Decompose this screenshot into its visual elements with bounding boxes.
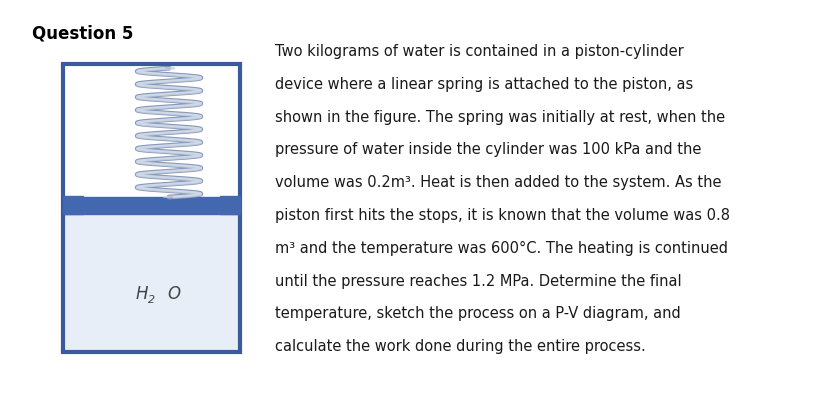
Text: calculate the work done during the entire process.: calculate the work done during the entir…: [275, 339, 645, 354]
Text: pressure of water inside the cylinder was 100 kPa and the: pressure of water inside the cylinder wa…: [275, 142, 700, 157]
Bar: [63, 214, 239, 352]
Text: shown in the figure. The spring was initially at rest, when the: shown in the figure. The spring was init…: [275, 110, 724, 125]
Bar: [63, 64, 239, 352]
Text: O: O: [167, 285, 180, 303]
Text: volume was 0.2m³. Heat is then added to the system. As the: volume was 0.2m³. Heat is then added to …: [275, 175, 720, 190]
Text: Question 5: Question 5: [31, 24, 133, 42]
Text: piston first hits the stops, it is known that the volume was 0.8: piston first hits the stops, it is known…: [275, 208, 729, 223]
Text: device where a linear spring is attached to the piston, as: device where a linear spring is attached…: [275, 77, 692, 92]
Text: until the pressure reaches 1.2 MPa. Determine the final: until the pressure reaches 1.2 MPa. Dete…: [275, 273, 681, 288]
Bar: [63, 64, 239, 197]
Text: temperature, sketch the process on a P-V diagram, and: temperature, sketch the process on a P-V…: [275, 306, 680, 322]
Bar: [220, 196, 239, 214]
Text: m³ and the temperature was 600°C. The heating is continued: m³ and the temperature was 600°C. The he…: [275, 241, 727, 256]
Text: Two kilograms of water is contained in a piston-cylinder: Two kilograms of water is contained in a…: [275, 44, 683, 59]
Bar: [63, 197, 239, 214]
Text: H: H: [135, 285, 148, 303]
Bar: [63, 196, 83, 214]
Text: 2: 2: [148, 295, 155, 305]
